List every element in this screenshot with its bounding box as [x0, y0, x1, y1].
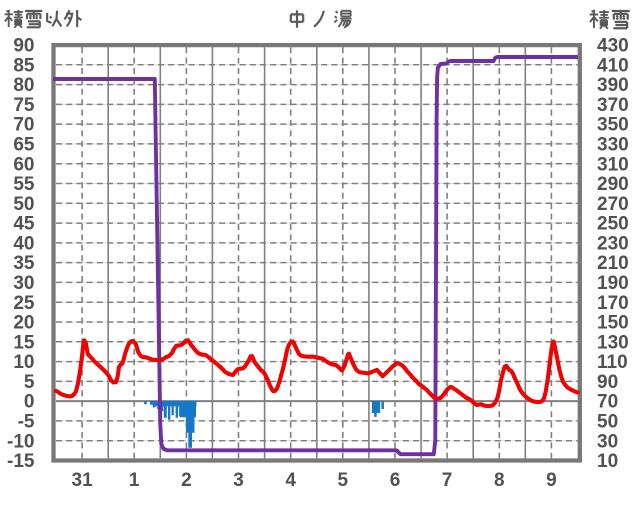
svg-text:15: 15: [13, 332, 35, 353]
svg-text:50: 50: [13, 194, 34, 215]
svg-text:110: 110: [597, 352, 628, 373]
svg-text:35: 35: [13, 253, 35, 274]
svg-text:70: 70: [597, 392, 618, 413]
svg-text:80: 80: [13, 75, 34, 96]
svg-text:330: 330: [597, 135, 629, 156]
svg-text:130: 130: [597, 332, 629, 353]
svg-text:310: 310: [597, 154, 629, 175]
svg-text:45: 45: [13, 214, 35, 235]
svg-text:210: 210: [597, 253, 629, 274]
svg-text:5: 5: [24, 372, 35, 393]
svg-text:85: 85: [13, 55, 35, 76]
svg-text:-10: -10: [7, 431, 34, 452]
svg-text:-5: -5: [18, 412, 35, 433]
svg-text:230: 230: [597, 234, 629, 255]
svg-text:9: 9: [546, 470, 557, 491]
svg-text:31: 31: [72, 470, 94, 491]
svg-text:2: 2: [181, 470, 192, 491]
svg-text:10: 10: [597, 451, 618, 472]
svg-text:190: 190: [597, 273, 629, 294]
svg-text:170: 170: [597, 293, 629, 314]
svg-text:40: 40: [13, 234, 34, 255]
svg-text:20: 20: [13, 313, 34, 334]
svg-text:70: 70: [13, 115, 34, 136]
svg-text:350: 350: [597, 115, 629, 136]
svg-text:6: 6: [390, 470, 401, 491]
svg-text:8: 8: [494, 470, 505, 491]
svg-text:-15: -15: [7, 451, 35, 472]
svg-text:0: 0: [24, 392, 35, 413]
svg-text:65: 65: [13, 135, 35, 156]
svg-text:370: 370: [597, 95, 629, 116]
svg-text:50: 50: [597, 412, 618, 433]
svg-text:90: 90: [13, 36, 34, 57]
svg-text:55: 55: [13, 174, 35, 195]
svg-text:30: 30: [13, 273, 34, 294]
svg-text:90: 90: [597, 372, 618, 393]
svg-text:3: 3: [233, 470, 244, 491]
svg-text:430: 430: [597, 36, 629, 57]
svg-text:5: 5: [338, 470, 349, 491]
svg-text:10: 10: [13, 352, 34, 373]
svg-text:250: 250: [597, 214, 629, 235]
svg-text:75: 75: [13, 95, 35, 116]
svg-text:25: 25: [13, 293, 35, 314]
svg-text:410: 410: [597, 55, 629, 76]
svg-text:4: 4: [285, 470, 296, 491]
svg-text:290: 290: [597, 174, 629, 195]
svg-text:60: 60: [13, 154, 34, 175]
svg-text:270: 270: [597, 194, 629, 215]
svg-text:390: 390: [597, 75, 629, 96]
svg-text:1: 1: [129, 470, 140, 491]
svg-text:150: 150: [597, 313, 629, 334]
svg-text:30: 30: [597, 431, 618, 452]
svg-text:7: 7: [442, 470, 453, 491]
